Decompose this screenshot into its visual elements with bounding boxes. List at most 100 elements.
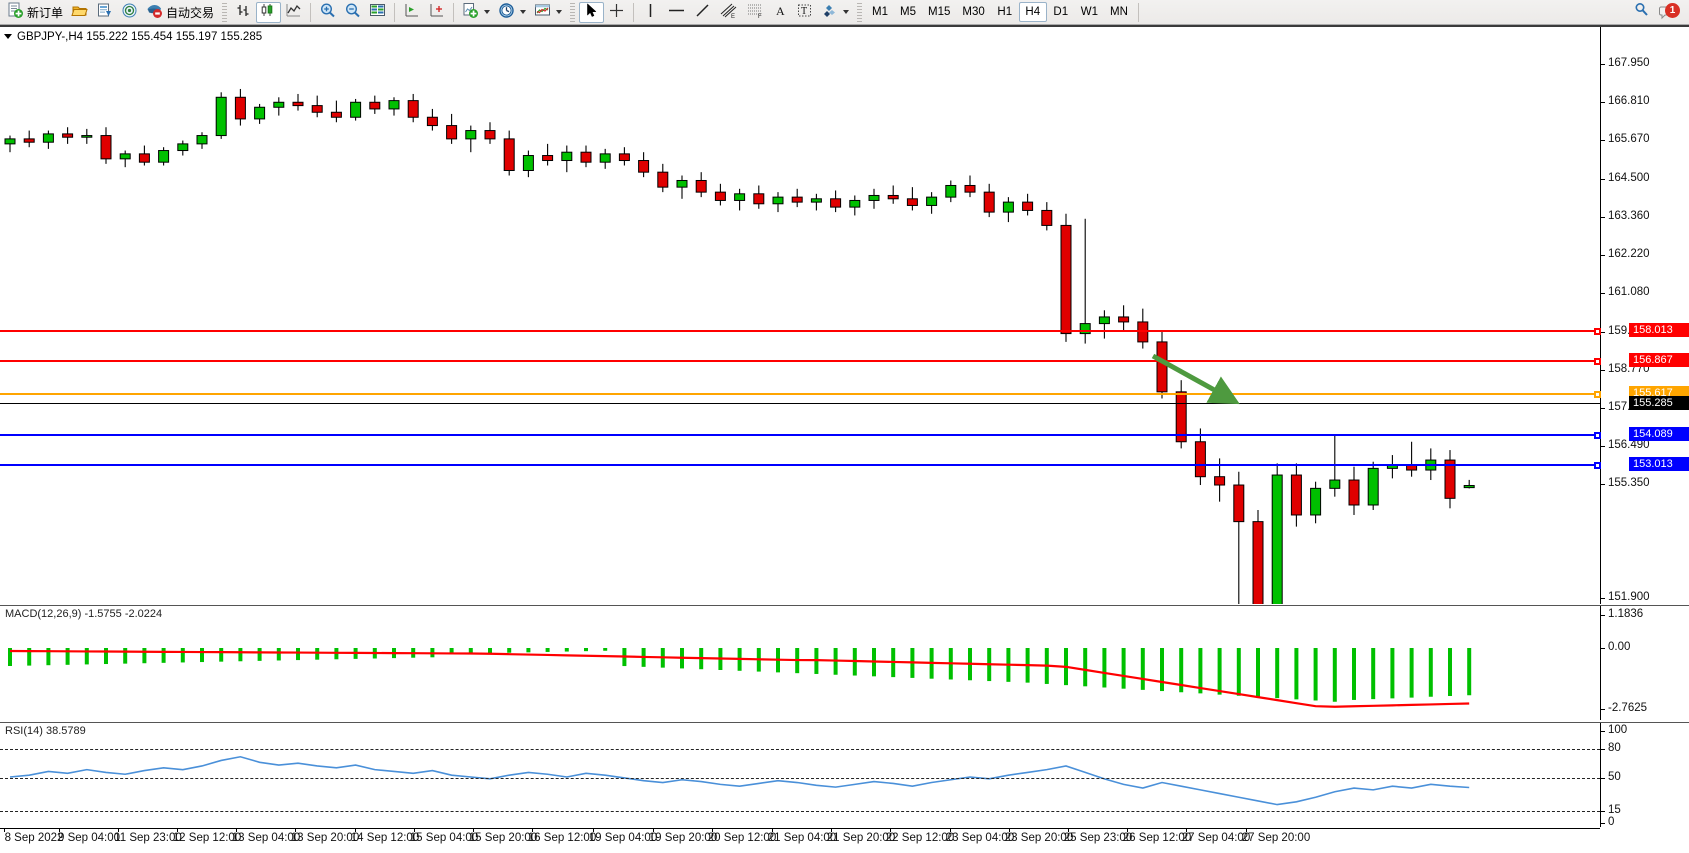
timeframe-m15[interactable]: M15 <box>928 6 951 18</box>
macd-panel[interactable]: MACD(12,26,9) -1.5755 -2.0224 1.1836 0.00… <box>0 605 1689 720</box>
rsi-axis[interactable]: 100 80 50 15 0 <box>1600 723 1689 828</box>
price-tag-current-price[interactable]: 155.285 <box>1629 396 1689 410</box>
timeframe-m30[interactable]: M30 <box>962 6 985 18</box>
price-line-support-1[interactable] <box>0 434 1600 436</box>
price-line-handle-pivot[interactable] <box>1594 391 1601 398</box>
search-icon[interactable] <box>1633 1 1650 23</box>
time-label: 23 Sep 20:00 <box>1004 832 1074 844</box>
cursor-button[interactable] <box>579 1 605 23</box>
chart-dropdown-icon[interactable] <box>4 34 12 39</box>
macd-tick: 0.00 <box>1601 641 1689 653</box>
price-line-support-2[interactable] <box>0 464 1600 466</box>
vertical-line-button[interactable] <box>638 2 663 23</box>
rsi-panel[interactable]: RSI(14) 38.5789 100 80 50 15 0 <box>0 722 1689 828</box>
symbol-info-bar[interactable]: GBPJPY-,H4 155.222 155.454 155.197 155.2… <box>2 29 265 44</box>
zoom-in-button[interactable] <box>315 2 340 23</box>
time-tick <box>1127 828 1128 832</box>
new-order-button[interactable]: 新订单 <box>3 2 67 23</box>
new-chart-icon <box>462 2 479 22</box>
toolbar-grip-2[interactable] <box>570 2 576 22</box>
autotrade-button[interactable]: 自动交易 <box>142 2 218 23</box>
line-chart-button[interactable] <box>281 2 306 23</box>
timeframe-w1[interactable]: W1 <box>1080 6 1099 18</box>
timeframe-m1[interactable]: M1 <box>872 6 889 18</box>
new-chart-button[interactable] <box>458 2 494 23</box>
price-panel[interactable]: GBPJPY-,H4 155.222 155.454 155.197 155.2… <box>0 27 1689 718</box>
indicators-icon <box>534 2 551 22</box>
data-window-button[interactable] <box>365 2 390 23</box>
timeframe-m5[interactable]: M5 <box>900 6 917 18</box>
period-dropdown-caret[interactable] <box>520 10 527 14</box>
price-tag-support-2[interactable]: 153.013 <box>1629 457 1689 471</box>
zoom-out-button[interactable] <box>340 2 365 23</box>
indicators-dropdown-caret[interactable] <box>556 10 563 14</box>
rsi-label: RSI(14) 38.5789 <box>4 725 87 737</box>
timeframe-h4[interactable]: H4 <box>1018 2 1047 22</box>
auto-scroll-button[interactable] <box>424 2 449 23</box>
price-line-current-price[interactable] <box>0 403 1600 404</box>
macd-tick: 1.1836 <box>1601 608 1689 620</box>
time-tick <box>59 828 60 832</box>
price-tag-support-1[interactable]: 154.089 <box>1629 427 1689 441</box>
rsi-plot-area[interactable] <box>0 723 1600 827</box>
price-tag-resistance-1[interactable]: 158.013 <box>1629 323 1689 337</box>
folder-button[interactable] <box>67 2 92 23</box>
time-label: 15 Sep 04:00 <box>409 832 479 844</box>
time-label: 22 Sep 12:00 <box>885 832 955 844</box>
timeframe-mn[interactable]: MN <box>1110 6 1128 18</box>
price-line-resistance-2[interactable] <box>0 360 1600 362</box>
fibo-button[interactable]: F <box>742 2 769 23</box>
time-tick <box>236 828 237 832</box>
zoom-in-icon <box>319 2 336 22</box>
price-tick: 163.360 <box>1601 210 1689 222</box>
macd-axis[interactable]: 1.1836 0.00 -2.7625 <box>1600 606 1689 720</box>
price-tick: 158.770 <box>1601 363 1689 375</box>
toolbar-grip-3[interactable] <box>857 2 863 22</box>
new-chart-dropdown-caret[interactable] <box>484 10 491 14</box>
timeframe-d1[interactable]: D1 <box>1053 6 1069 18</box>
macd-plot-area[interactable] <box>0 606 1600 720</box>
profile-button[interactable] <box>92 2 117 23</box>
price-line-handle-support-2[interactable] <box>1594 462 1601 469</box>
period-button[interactable] <box>494 2 530 23</box>
shapes-dropdown-caret[interactable] <box>843 10 850 14</box>
rsi-dashed-level <box>0 749 1600 750</box>
crosshair-button[interactable] <box>604 2 629 23</box>
time-label: 27 Sep 04:00 <box>1181 832 1251 844</box>
candlestick-chart-button[interactable] <box>256 1 282 23</box>
toolbar-grip-1[interactable] <box>222 2 228 22</box>
auto-scroll-icon <box>428 2 445 22</box>
price-line-handle-resistance-2[interactable] <box>1594 358 1601 365</box>
price-line-handle-support-1[interactable] <box>1594 432 1601 439</box>
price-line-pivot[interactable] <box>0 393 1600 395</box>
price-tag-resistance-2[interactable]: 156.867 <box>1629 353 1689 367</box>
price-line-handle-resistance-1[interactable] <box>1594 328 1601 335</box>
timeframe-group: M1 M5 M15 M30 H1 H4 D1 W1 MN <box>866 2 1134 22</box>
price-tick: 161.080 <box>1601 286 1689 298</box>
zoom-out-icon <box>344 2 361 22</box>
text-label-button[interactable]: T <box>792 2 817 23</box>
shapes-button[interactable] <box>817 2 853 23</box>
equidistant-channel-button[interactable]: E <box>715 2 742 23</box>
horizontal-line-button[interactable] <box>663 2 690 23</box>
text-button[interactable]: A <box>769 2 792 23</box>
time-tick <box>118 828 119 832</box>
toolbar-separator-2 <box>394 2 396 22</box>
notification-badge: 1 <box>1665 2 1680 18</box>
signals-button[interactable] <box>117 2 142 23</box>
crosshair-icon <box>608 2 625 22</box>
time-axis[interactable]: 8 Sep 2022 9 Sep 04:00 11 Sep 23:00 12 Sep … <box>0 828 1600 853</box>
cursor-icon <box>583 2 600 22</box>
indicators-button[interactable] <box>530 2 566 23</box>
notifications-icon[interactable]: 1 <box>1658 2 1680 21</box>
trendline-button[interactable] <box>690 2 715 23</box>
price-axis[interactable]: 167.950 166.810 165.670 164.500 163.360 162.2… <box>1600 27 1689 718</box>
folder-icon <box>71 2 88 22</box>
chart-container: GBPJPY-,H4 155.222 155.454 155.197 155.2… <box>0 25 1689 853</box>
timeframe-h1[interactable]: H1 <box>997 6 1013 18</box>
bar-chart-button[interactable] <box>231 2 256 23</box>
price-plot-area[interactable] <box>0 27 1600 604</box>
shift-end-button[interactable] <box>399 2 424 23</box>
price-line-resistance-1[interactable] <box>0 330 1600 332</box>
rsi-tick: 15 <box>1601 804 1689 816</box>
